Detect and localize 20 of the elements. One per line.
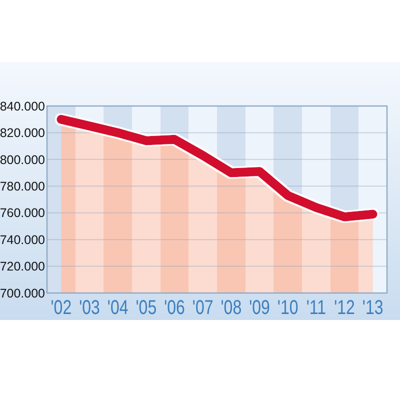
x-tick-label: '02 xyxy=(50,296,72,318)
x-tick-label: '03 xyxy=(79,296,100,318)
y-tick-label: 820.000 xyxy=(0,126,46,140)
y-tick-label: 780.000 xyxy=(0,180,46,194)
y-tick-label: 800.000 xyxy=(0,152,46,167)
x-tick-label: '11 xyxy=(306,296,326,318)
y-tick-label: 700.000 xyxy=(0,286,46,300)
x-tick-label: '12 xyxy=(334,296,355,318)
y-tick-label: 720.000 xyxy=(0,260,46,274)
x-tick-label: '13 xyxy=(362,296,384,318)
x-tick-label: '09 xyxy=(249,296,270,318)
x-tick-label: '04 xyxy=(107,296,128,318)
x-tick-label: '08 xyxy=(220,296,242,318)
x-tick-label: '07 xyxy=(192,296,214,318)
y-tick-label: 760.000 xyxy=(0,206,46,220)
x-tick-label: '05 xyxy=(136,296,157,318)
x-tick-label: '06 xyxy=(164,296,185,318)
y-tick-label: 740.000 xyxy=(0,232,46,247)
y-tick-label: 840.000 xyxy=(0,99,46,114)
x-tick-label: '10 xyxy=(277,296,298,318)
